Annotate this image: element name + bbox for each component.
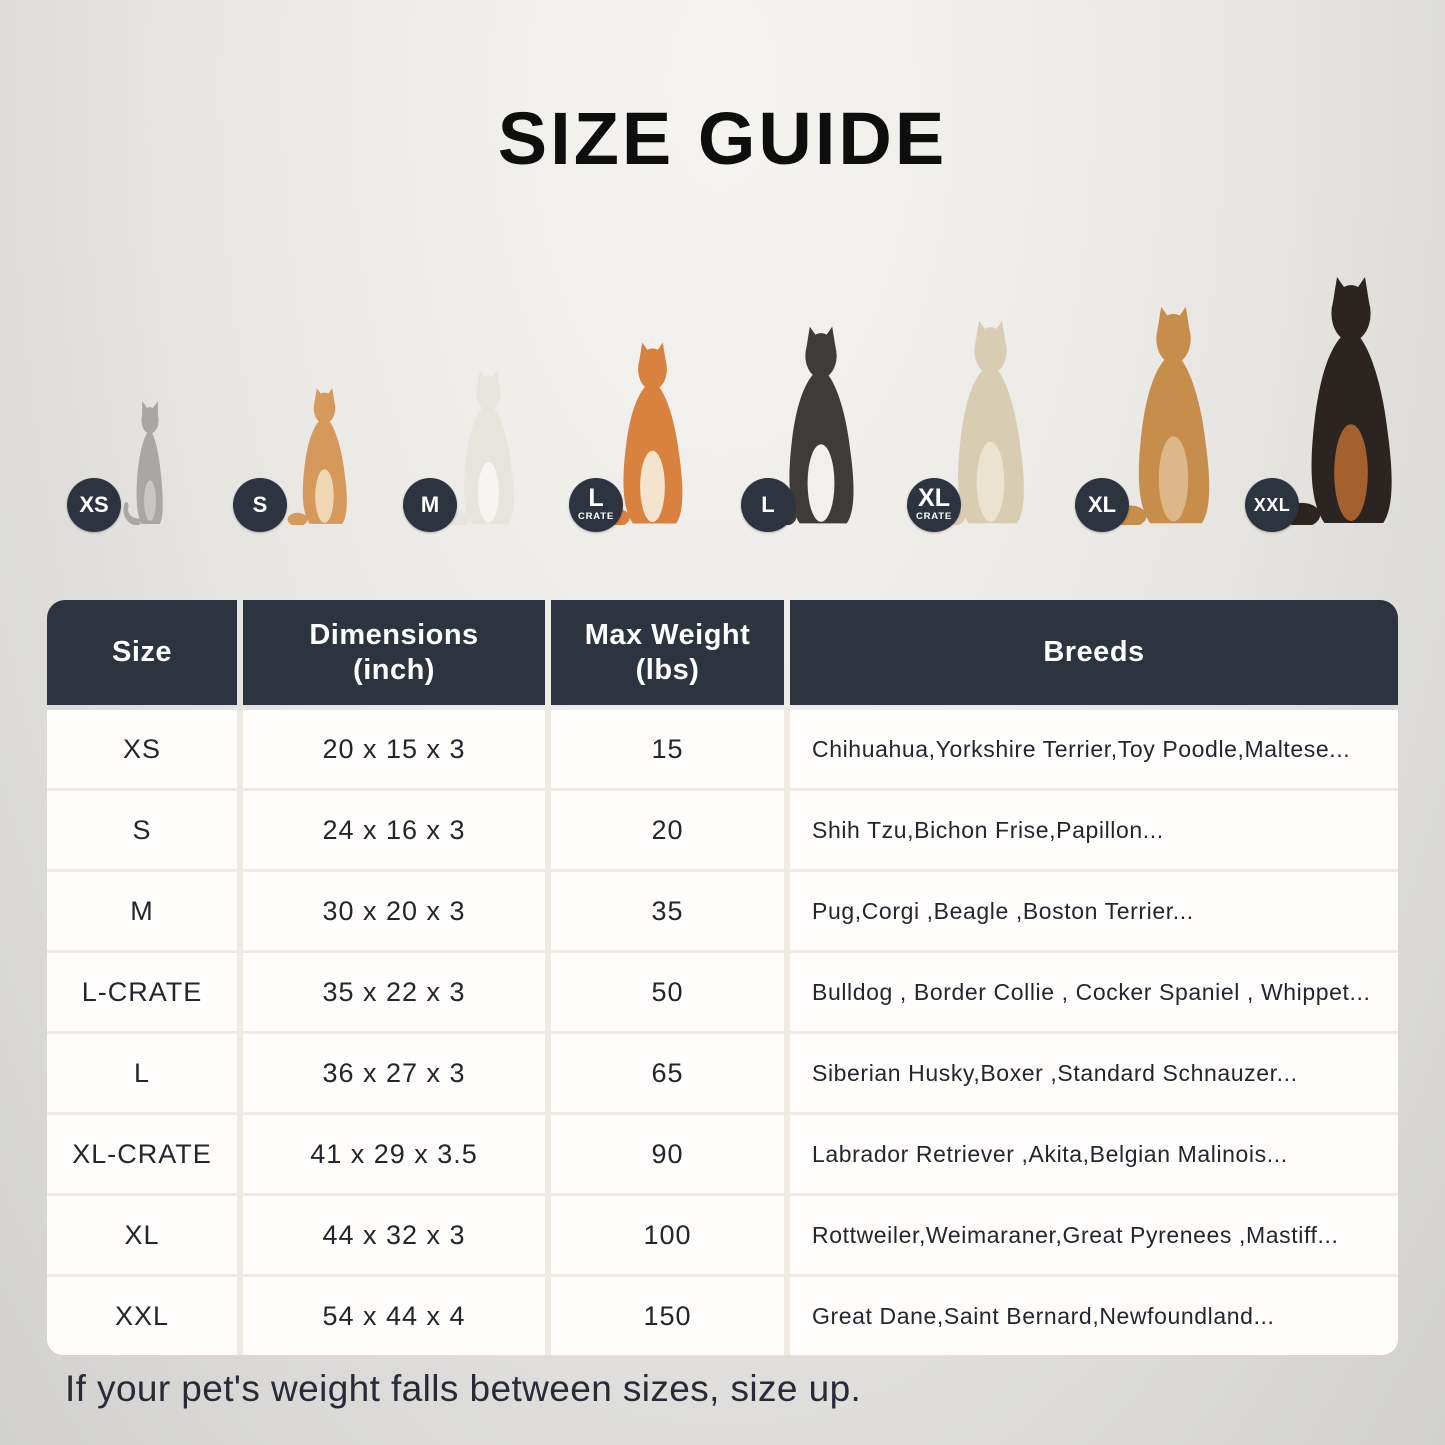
dimensions-cell: 36 x 27 x 3 xyxy=(243,1034,545,1112)
max-weight-cell: 35 xyxy=(551,872,784,950)
size-cell: L xyxy=(47,1034,237,1112)
max-weight-cell: 65 xyxy=(551,1034,784,1112)
size-cell: XS xyxy=(47,710,237,788)
size-badge-cat: XS xyxy=(67,478,121,532)
table-row-xxl: XXL 54 x 44 x 4 150 Great Dane,Saint Bernar… xyxy=(47,1277,1398,1355)
badge-size-label: S xyxy=(252,492,268,517)
breeds-cell: Labrador Retriever ,Akita,Belgian Malino… xyxy=(790,1115,1398,1193)
size-cell: L-CRATE xyxy=(47,953,237,1031)
size-badge-border-collie: L xyxy=(741,478,795,532)
size-cell: XXL xyxy=(47,1277,237,1355)
size-cell: M xyxy=(47,872,237,950)
dimensions-cell: 41 x 29 x 3.5 xyxy=(243,1115,545,1193)
footer-note: If your pet's weight falls between sizes… xyxy=(65,1368,862,1409)
size-badge-french-bulldog: M xyxy=(403,478,457,532)
table-row-l: L 36 x 27 x 3 65 Siberian Husky,Boxer ,Stan… xyxy=(47,1034,1398,1112)
size-cell: S xyxy=(47,791,237,869)
size-badge-golden-retriever: XL xyxy=(1075,478,1129,532)
max-weight-cell: 90 xyxy=(551,1115,784,1193)
pet-image-cat xyxy=(117,399,183,525)
table-row-m: M 30 x 20 x 3 35 Pug,Corgi ,Beagle ,Boston … xyxy=(47,872,1398,950)
table-body: XS 20 x 15 x 3 15 Chihuahua,Yorkshire Terri… xyxy=(47,710,1398,1355)
badge-size-label: XXL xyxy=(1253,495,1291,515)
column-header-size: Size xyxy=(47,600,237,705)
badge-crate-label: CRATE xyxy=(915,511,953,523)
breeds-cell: Pug,Corgi ,Beagle ,Boston Terrier... xyxy=(790,872,1398,950)
size-cell: XL xyxy=(47,1196,237,1274)
dimensions-cell: 20 x 15 x 3 xyxy=(243,710,545,788)
column-header-label: Max Weight xyxy=(584,618,751,651)
column-header-label: Dimensions xyxy=(309,618,479,651)
badge-size-label: XL xyxy=(1087,492,1117,517)
breeds-cell: Chihuahua,Yorkshire Terrier,Toy Poodle,M… xyxy=(790,710,1398,788)
badge-size-label: XS xyxy=(79,492,109,517)
breeds-cell: Bulldog , Border Collie , Cocker Spaniel… xyxy=(790,953,1398,1031)
table-row-xl-crate: XL-CRATE 41 x 29 x 3.5 90 Labrador Retrieve… xyxy=(47,1115,1398,1193)
column-header-dimensions: Dimensions (inch) xyxy=(243,600,545,705)
size-table: Size Dimensions (inch) Max Weight (lbs) Breed… xyxy=(47,600,1398,1355)
size-badge-pomeranian: S xyxy=(233,478,287,532)
size-badge-shiba-inu: L CRATE xyxy=(569,478,623,532)
size-cell: XL-CRATE xyxy=(47,1115,237,1193)
column-header-unit: (lbs) xyxy=(635,653,700,686)
table-row-l-crate: L-CRATE 35 x 22 x 3 50 Bulldog , Border Col… xyxy=(47,953,1398,1031)
badge-size-label: L xyxy=(761,492,775,517)
size-badge-doberman: XXL xyxy=(1245,478,1299,532)
badge-crate-label: CRATE xyxy=(577,511,615,523)
pet-image-shiba-inu xyxy=(601,341,704,525)
dimensions-cell: 35 x 22 x 3 xyxy=(243,953,545,1031)
table-row-s: S 24 x 16 x 3 20 Shih Tzu,Bichon Frise,Papi… xyxy=(47,791,1398,869)
pet-image-pomeranian xyxy=(286,387,363,525)
table-row-xl: XL 44 x 32 x 3 100 Rottweiler,Weimaraner,Gr… xyxy=(47,1196,1398,1274)
page-title: SIZE GUIDE xyxy=(497,97,948,180)
badge-size-label: XL xyxy=(918,484,950,513)
pet-image-doberman xyxy=(1281,275,1421,525)
column-header-unit: (inch) xyxy=(353,653,435,686)
max-weight-cell: 50 xyxy=(551,953,784,1031)
column-header-breeds: Breeds xyxy=(790,600,1398,705)
pet-image-golden-retriever xyxy=(1112,305,1235,525)
dimensions-cell: 24 x 16 x 3 xyxy=(243,791,545,869)
dimensions-cell: 44 x 32 x 3 xyxy=(243,1196,545,1274)
column-header-label: Size xyxy=(111,636,173,669)
pets-row: XS S M L CRATE L XL CRATE XL XXL xyxy=(0,0,1445,560)
dimensions-cell: 54 x 44 x 4 xyxy=(243,1277,545,1355)
pet-image-labrador xyxy=(933,319,1048,525)
breeds-cell: Great Dane,Saint Bernard,Newfoundland... xyxy=(790,1277,1398,1355)
max-weight-cell: 20 xyxy=(551,791,784,869)
dimensions-cell: 30 x 20 x 3 xyxy=(243,872,545,950)
max-weight-cell: 15 xyxy=(551,710,784,788)
size-badge-labrador: XL CRATE xyxy=(907,478,961,532)
breeds-cell: Shih Tzu,Bichon Frise,Papillon... xyxy=(790,791,1398,869)
table-row-xs: XS 20 x 15 x 3 15 Chihuahua,Yorkshire Terri… xyxy=(47,710,1398,788)
max-weight-cell: 150 xyxy=(551,1277,784,1355)
breeds-cell: Siberian Husky,Boxer ,Standard Schnauzer… xyxy=(790,1034,1398,1112)
table-header-row: Size Dimensions (inch) Max Weight (lbs) Breed… xyxy=(47,600,1398,705)
badge-size-label: M xyxy=(420,492,440,517)
max-weight-cell: 100 xyxy=(551,1196,784,1274)
column-header-max-weight: Max Weight (lbs) xyxy=(551,600,784,705)
breeds-cell: Rottweiler,Weimaraner,Great Pyrenees ,Ma… xyxy=(790,1196,1398,1274)
column-header-label: Breeds xyxy=(1043,636,1145,669)
pet-image-french-bulldog xyxy=(445,369,532,525)
badge-size-label: L xyxy=(588,484,604,513)
